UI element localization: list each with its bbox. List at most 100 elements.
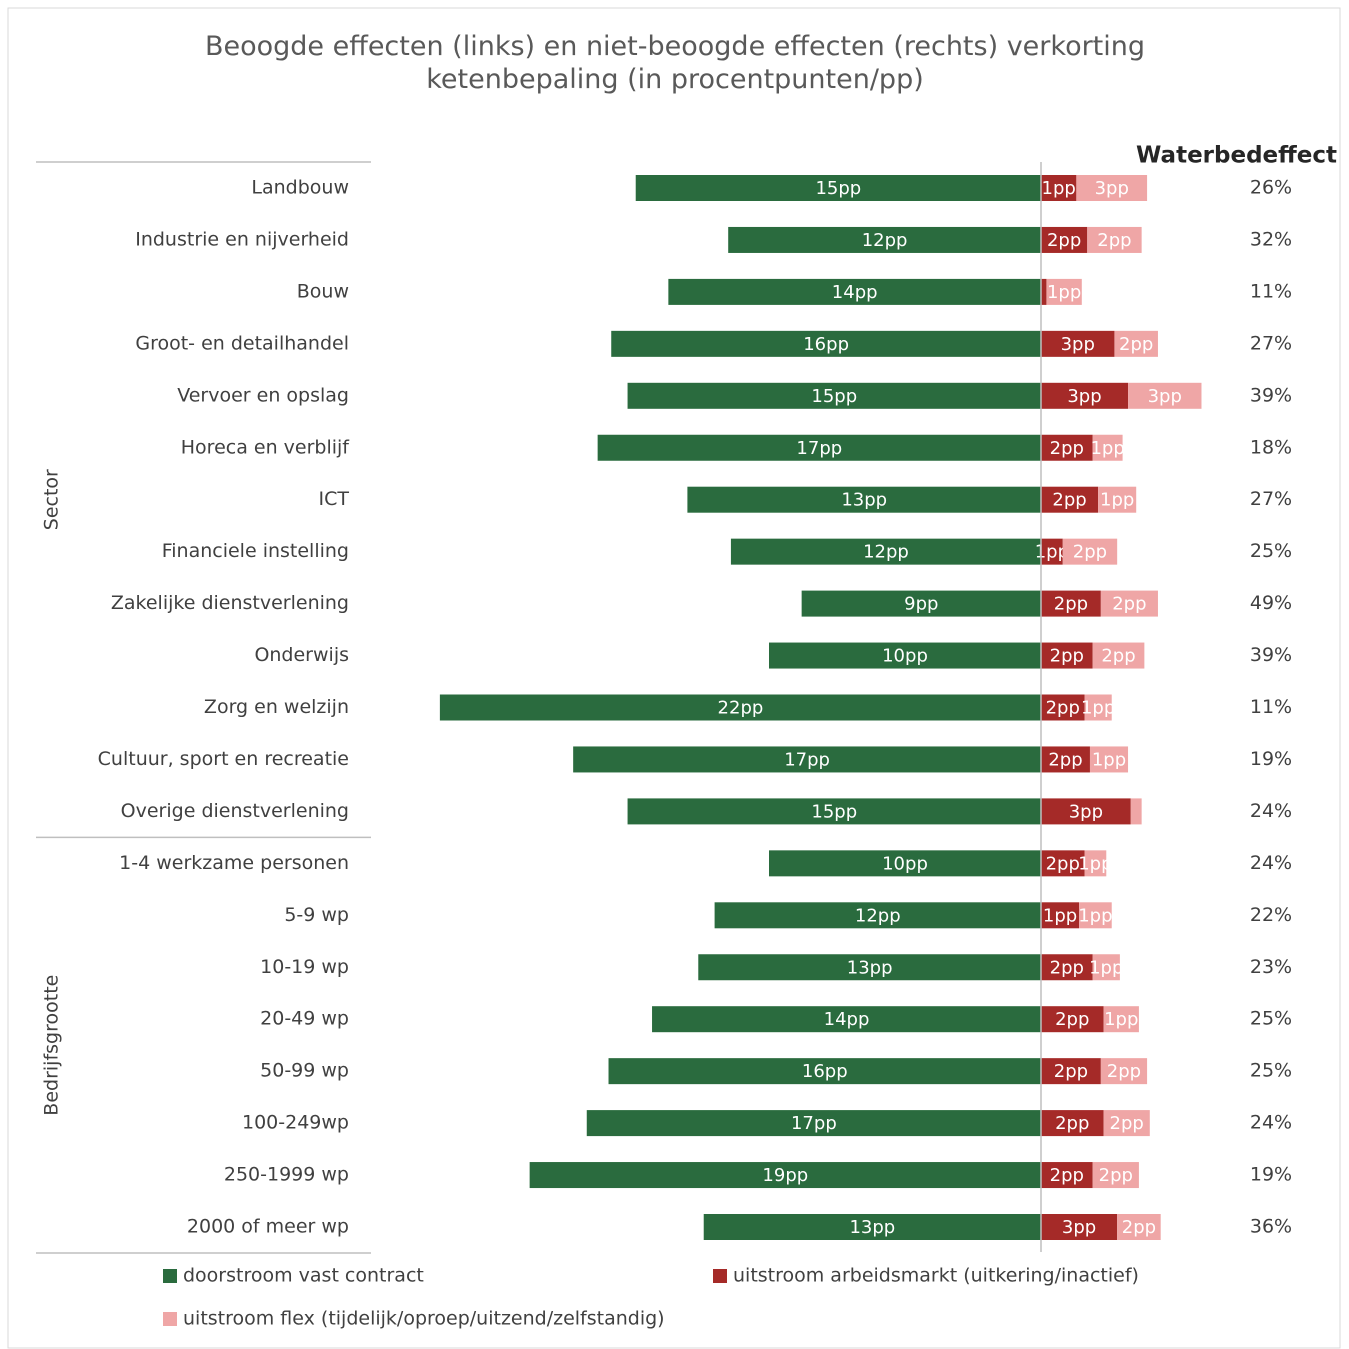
value-label: 12pp xyxy=(863,542,909,563)
bar-segment xyxy=(1130,798,1142,825)
bar-segment xyxy=(730,538,1041,565)
value-label: 19pp xyxy=(762,1165,808,1186)
bar-segment xyxy=(1087,226,1142,253)
bar-segment xyxy=(1100,1058,1148,1085)
bar-segment xyxy=(1041,1162,1093,1189)
waterbed-value: 39% xyxy=(1250,644,1292,666)
bar-segment xyxy=(1041,1058,1101,1085)
bar-segment xyxy=(627,382,1041,409)
bar-segment xyxy=(698,954,1041,981)
bar-segment xyxy=(1041,278,1047,305)
bar-segment xyxy=(1041,850,1085,877)
bar-segment xyxy=(1046,278,1082,305)
value-label: 2pp xyxy=(1054,1061,1088,1082)
bar-segment xyxy=(1092,1162,1139,1189)
bar-segment xyxy=(439,694,1041,721)
waterbed-value: 27% xyxy=(1250,332,1292,354)
waterbed-value: 19% xyxy=(1250,1164,1292,1186)
value-label: 2pp xyxy=(1073,542,1107,563)
bar-segment xyxy=(1089,746,1129,773)
bar-segment xyxy=(1041,902,1080,929)
group-label: Bedrijfsgrootte xyxy=(41,975,63,1116)
waterbed-value: 23% xyxy=(1250,956,1292,978)
bar-segment xyxy=(1041,694,1085,721)
bar-segment xyxy=(801,590,1041,617)
category-label: 100-249wp xyxy=(242,1112,349,1134)
legend-swatch xyxy=(713,1269,727,1283)
waterbed-value: 11% xyxy=(1250,280,1292,302)
bar-segment xyxy=(1041,1214,1118,1240)
legend-swatch xyxy=(163,1269,177,1283)
value-label: 13pp xyxy=(847,957,893,978)
value-label: 1pp xyxy=(1100,490,1134,511)
value-label: 2pp xyxy=(1046,698,1080,719)
bar-segment xyxy=(1041,1006,1104,1033)
value-label: 2pp xyxy=(1052,490,1086,511)
category-label: 2000 of meer wp xyxy=(187,1216,349,1238)
value-label: 16pp xyxy=(802,1061,848,1082)
bar-segment xyxy=(1041,330,1115,357)
category-label: Landbouw xyxy=(251,177,349,199)
bar-segment xyxy=(687,486,1041,513)
value-label: 17pp xyxy=(796,438,842,459)
category-label: 1-4 werkzame personen xyxy=(119,852,349,874)
bar-segment xyxy=(1041,746,1090,773)
value-label: 2pp xyxy=(1097,230,1131,251)
value-label: 1pp xyxy=(1089,957,1123,978)
waterbed-value: 25% xyxy=(1250,540,1292,562)
value-label: 15pp xyxy=(811,801,857,822)
value-label: 3pp xyxy=(1062,1217,1096,1238)
group-label: Sector xyxy=(41,469,63,530)
value-label: 1pp xyxy=(1047,282,1081,303)
bar-segment xyxy=(1041,1110,1104,1137)
bar-segment xyxy=(1084,694,1112,721)
value-label: 3pp xyxy=(1095,178,1129,199)
value-label: 1pp xyxy=(1078,905,1112,926)
bar-segment xyxy=(668,278,1041,305)
waterbed-value: 36% xyxy=(1250,1216,1292,1238)
bar-segment xyxy=(728,226,1041,253)
bar-segment xyxy=(1117,1214,1161,1240)
bar-segment xyxy=(1079,902,1112,929)
value-label: 2pp xyxy=(1101,646,1135,667)
value-label: 2pp xyxy=(1050,438,1084,459)
category-label: Zorg en welzijn xyxy=(204,696,349,718)
category-label: Groot- en detailhandel xyxy=(135,332,349,354)
category-label: 10-19 wp xyxy=(260,956,349,978)
chart-frame xyxy=(7,7,1341,1349)
value-label: 13pp xyxy=(841,490,887,511)
bar-segment xyxy=(1103,1006,1139,1033)
value-label: 15pp xyxy=(811,386,857,407)
value-label: 1pp xyxy=(1081,698,1115,719)
value-label: 16pp xyxy=(803,334,849,355)
category-label: Overige dienstverlening xyxy=(121,800,349,822)
value-label: 10pp xyxy=(882,646,928,667)
bar-segment xyxy=(573,746,1041,773)
value-label: 2pp xyxy=(1055,1113,1089,1134)
value-label: 2pp xyxy=(1119,334,1153,355)
value-label: 1pp xyxy=(1043,905,1077,926)
value-label: 1pp xyxy=(1104,1009,1138,1030)
value-label: 1pp xyxy=(1092,749,1126,770)
waterbed-value: 25% xyxy=(1250,1060,1292,1082)
bar-segment xyxy=(1062,538,1118,565)
category-label: 20-49 wp xyxy=(260,1008,349,1030)
bar-segment xyxy=(714,902,1041,929)
bar-segment xyxy=(652,1006,1041,1033)
category-label: 5-9 wp xyxy=(284,904,349,926)
value-label: 15pp xyxy=(815,178,861,199)
category-label: Cultuur, sport en recreatie xyxy=(98,748,349,770)
bar-segment xyxy=(1103,1110,1150,1137)
bar-segment xyxy=(529,1162,1041,1189)
bar-segment xyxy=(1041,798,1131,825)
value-label: 3pp xyxy=(1061,334,1095,355)
waterbed-value: 24% xyxy=(1250,800,1292,822)
waterbed-value: 18% xyxy=(1250,436,1292,458)
legend-swatch xyxy=(163,1312,177,1326)
bar-segment xyxy=(611,330,1041,357)
waterbed-title: Waterbedeffect xyxy=(1136,143,1337,169)
category-label: 250-1999 wp xyxy=(224,1164,349,1186)
value-label: 2pp xyxy=(1050,1165,1084,1186)
category-label: Zakelijke dienstverlening xyxy=(111,592,349,614)
